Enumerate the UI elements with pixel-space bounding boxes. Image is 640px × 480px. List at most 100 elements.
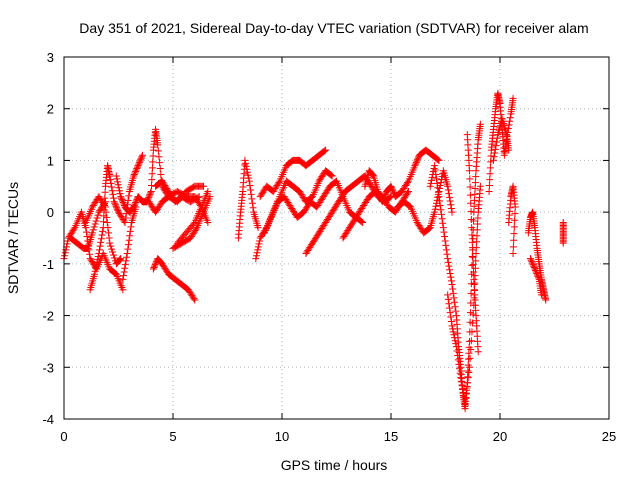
data-point [427,176,435,184]
data-point [442,241,450,249]
data-point [451,337,459,345]
data-point [138,151,146,159]
data-point [148,164,156,172]
data-point [204,187,212,195]
data-point [388,184,396,192]
data-point [149,265,157,273]
data-point [242,159,250,167]
data-point [466,175,474,183]
data-point [115,184,123,192]
data-point [241,156,249,164]
data-point [119,286,127,294]
data-point [149,158,157,166]
data-point [113,175,121,183]
data-point [243,165,251,173]
data-point [468,261,476,269]
data-point [559,239,567,247]
data-point [404,179,412,187]
data-point [132,168,140,176]
data-point [485,182,493,190]
data-point [528,259,536,267]
data-point [458,381,466,389]
data-point [445,300,453,308]
data-point [486,176,494,184]
data-point [485,187,493,195]
data-point [451,298,459,306]
y-tick-label: -1 [42,257,54,272]
data-point [493,138,501,146]
data-point [110,251,118,259]
data-point [462,394,470,402]
data-point [464,373,472,381]
data-point [115,187,123,195]
data-point [147,187,155,195]
data-point [438,215,446,223]
data-point [533,269,541,277]
data-point [510,236,518,244]
data-point [121,261,129,269]
data-point [471,272,479,280]
data-point [431,205,439,213]
data-point [459,388,467,396]
data-point [446,309,454,317]
data-point [115,256,123,264]
data-point [473,232,481,240]
data-point [147,189,155,197]
data-point [444,258,452,266]
data-point [493,134,501,142]
data-point [425,224,433,232]
data-point [91,220,99,228]
data-point [117,193,125,201]
data-point [253,249,261,257]
data-point [112,202,120,210]
data-point [463,384,471,392]
data-point [108,245,116,253]
data-point [120,200,128,208]
data-point [369,171,377,179]
data-point [130,201,138,209]
data-point [472,250,480,258]
data-point [389,188,397,196]
data-point [447,317,455,325]
data-point [413,156,421,164]
data-point [381,192,389,200]
data-point [435,193,443,201]
data-point [426,182,434,190]
data-point [457,377,465,385]
y-tick-label: -3 [42,360,54,375]
data-point [109,248,117,256]
data-point [116,190,124,198]
data-point [252,255,260,263]
data-point [491,149,499,157]
data-point [464,374,472,382]
data-point [435,156,443,164]
data-point [456,369,464,377]
data-point [89,226,97,234]
data-point [117,194,125,202]
data-point [444,291,452,299]
data-point [204,218,212,226]
data-point [450,294,458,302]
data-point [61,249,69,257]
data-point [471,264,479,272]
data-point [387,182,395,190]
data-point [132,203,140,211]
data-point [445,262,453,270]
data-point [509,94,517,102]
data-point [448,322,456,330]
data-point [467,289,475,297]
x-tick-label: 15 [384,429,398,444]
data-point [476,120,484,128]
data-point [473,226,481,234]
data-point [62,246,70,254]
data-point [381,190,389,198]
data-point [462,389,470,397]
data-point [126,227,134,235]
data-point [100,218,108,226]
data-point [506,114,514,122]
data-point [476,182,484,190]
data-point [447,313,455,321]
data-point [70,225,78,233]
data-point [444,295,452,303]
data-point [447,277,455,285]
